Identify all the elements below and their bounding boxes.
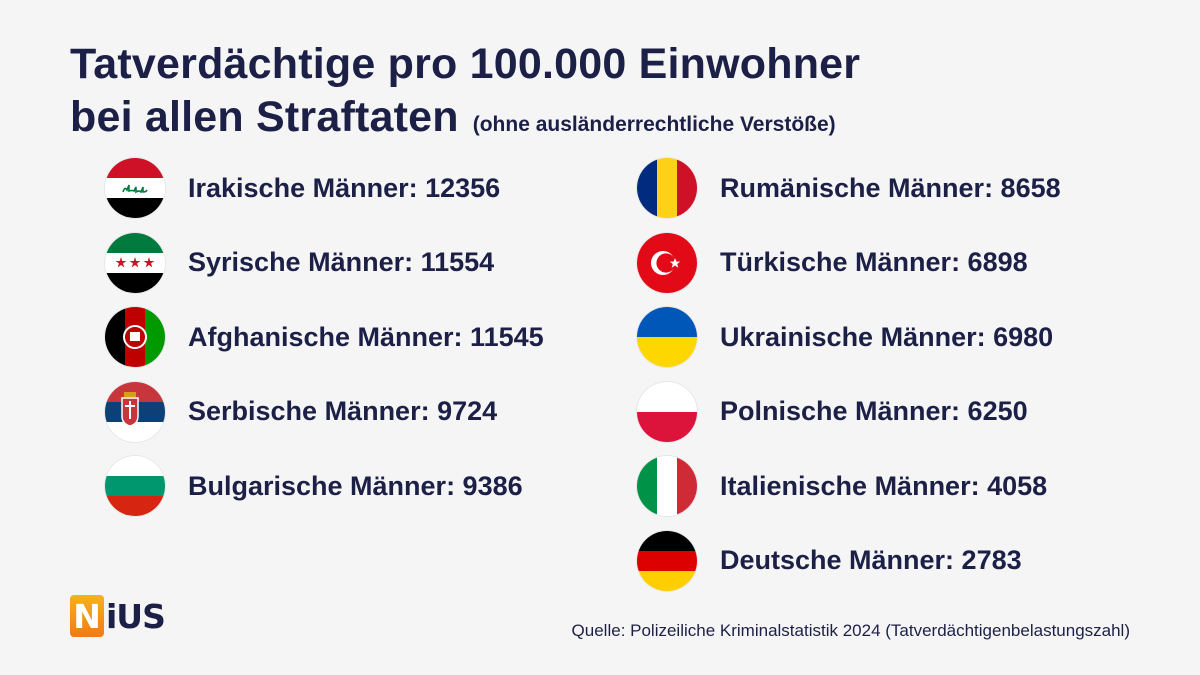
syria-flag-icon <box>105 232 165 293</box>
list-item-label: Afghanische Männer: 11545 <box>188 321 544 352</box>
list-column-left: Irakische Männer: 12356 Syrische Männer:… <box>105 157 544 530</box>
list-item: Afghanische Männer: 11545 <box>105 306 544 368</box>
list-item: Ukrainische Männer: 6980 <box>637 306 1061 368</box>
nius-logo: N iUS <box>70 595 166 637</box>
list-item-label: Deutsche Männer: 2783 <box>720 545 1022 575</box>
title-line-1: Tatverdächtige pro 100.000 Einwohner <box>70 40 861 88</box>
list-item: Irakische Männer: 12356 <box>105 157 544 219</box>
list-item: Polnische Männer: 6250 <box>637 381 1061 443</box>
list-item: Serbische Männer: 9724 <box>105 381 544 443</box>
list-item-label: Polnische Männer: 6250 <box>720 396 1028 426</box>
italy-flag-icon <box>637 456 697 516</box>
list-item-label: Rumänische Männer: 8658 <box>720 172 1061 203</box>
list-item-label: Bulgarische Männer: 9386 <box>188 470 523 501</box>
list-column-right: Rumänische Männer: 8658 Türkische Männer… <box>637 157 1061 604</box>
turkey-flag-icon <box>637 232 697 293</box>
list-item-label: Irakische Männer: 12356 <box>188 172 501 203</box>
title-line-2-text: bei allen Straftaten <box>70 93 459 141</box>
serbia-flag-icon <box>105 381 165 442</box>
bulgaria-flag-icon <box>105 456 165 516</box>
chart-title: Tatverdächtige pro 100.000 Einwohner bei… <box>70 38 860 151</box>
list-item-label: Italienische Männer: 4058 <box>720 470 1048 501</box>
romania-flag-icon <box>637 158 697 218</box>
source-note: Quelle: Polizeiliche Kriminalstatistik 2… <box>571 621 1130 640</box>
list-item: Rumänische Männer: 8658 <box>637 157 1061 219</box>
list-item: Syrische Männer: 11554 <box>105 232 544 294</box>
ukraine-flag-icon <box>637 307 697 367</box>
logo-wordmark: iUS <box>106 596 166 636</box>
list-item: Italienische Männer: 4058 <box>637 455 1061 517</box>
poland-flag-icon <box>637 381 697 442</box>
list-item-label: Serbische Männer: 9724 <box>188 396 498 426</box>
logo-initial: N <box>70 595 104 637</box>
title-subtitle: (ohne ausländerrechtliche Verstöße) <box>472 113 836 136</box>
list-item-label: Syrische Männer: 11554 <box>188 247 495 277</box>
afghanistan-flag-icon <box>105 307 165 367</box>
list-item-label: Ukrainische Männer: 6980 <box>720 321 1054 352</box>
list-item: Bulgarische Männer: 9386 <box>105 455 544 517</box>
iraq-flag-icon <box>105 158 165 218</box>
list-item-label: Türkische Männer: 6898 <box>720 247 1028 277</box>
list-item: Türkische Männer: 6898 <box>637 232 1061 294</box>
list-item: Deutsche Männer: 2783 <box>637 530 1061 592</box>
germany-flag-icon <box>637 530 697 591</box>
title-line-2: bei allen Straftaten (ohne ausländerrecht… <box>70 91 860 151</box>
